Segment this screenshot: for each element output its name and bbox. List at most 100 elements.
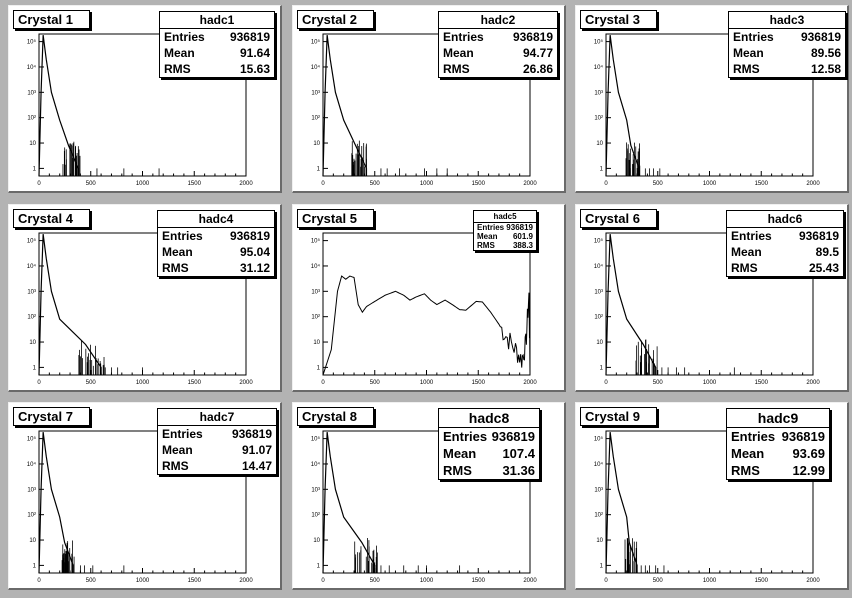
y-tick-label: 10⁵ <box>311 238 321 245</box>
stats-label: Mean <box>731 245 762 259</box>
x-tick-label: 1000 <box>136 181 150 187</box>
stats-row: Mean 91.64 <box>160 45 274 61</box>
y-tick-label: 10³ <box>594 90 603 96</box>
stats-value: 89.5 <box>815 245 839 259</box>
pad-title: Crystal 2 <box>297 10 374 29</box>
stats-value: 936819 <box>506 223 533 232</box>
stats-label: Mean <box>443 446 477 461</box>
histogram-line <box>38 234 102 376</box>
y-tick-label: 10⁵ <box>594 39 604 46</box>
y-tick-label: 1 <box>33 365 37 371</box>
stats-value: 12.99 <box>792 463 825 478</box>
stats-row: Mean 107.4 <box>439 445 539 462</box>
histogram-pad[interactable]: 0 500 1000 1500 2000 1 10 10² 10³ 10⁴ 10⁵ Crystal 4… <box>8 204 282 392</box>
x-tick-label: 1000 <box>136 380 150 386</box>
stats-label: Mean <box>477 232 498 241</box>
stats-histogram-name: hadc9 <box>727 409 829 428</box>
stats-value: 936819 <box>800 30 841 44</box>
y-tick-label: 10³ <box>27 487 36 493</box>
histogram-plot: 0 500 1000 1500 2000 1 10 10² 10³ 10⁴ 10⁵ <box>594 33 820 187</box>
y-tick-label: 10⁵ <box>27 436 37 443</box>
plot-frame <box>322 232 531 376</box>
stats-row: Mean 91.07 <box>158 442 276 458</box>
histogram-pad[interactable]: 0 500 1000 1500 2000 1 10 10² 10³ 10⁴ 10⁵ Crystal 5… <box>292 204 566 392</box>
stats-row: RMS 14.47 <box>158 458 276 474</box>
x-tick-label: 500 <box>86 578 97 584</box>
x-tick-label: 1500 <box>755 380 769 386</box>
x-tick-label: 0 <box>37 380 41 386</box>
histogram-pad[interactable]: 0 500 1000 1500 2000 1 10 10² 10³ 10⁴ 10⁵ Crystal 1… <box>8 5 282 193</box>
stats-row: Entries 936819 <box>160 29 274 45</box>
stats-value: 12.58 <box>810 62 841 76</box>
y-tick-label: 1 <box>317 166 321 172</box>
stats-value: 936819 <box>231 427 272 441</box>
histogram-plot: 0 500 1000 1500 2000 1 10 10² 10³ 10⁴ 10⁵ <box>594 430 820 584</box>
histogram-pad[interactable]: 0 500 1000 1500 2000 1 10 10² 10³ 10⁴ 10⁵ Crystal 9… <box>575 402 849 590</box>
y-tick-label: 10 <box>29 340 36 346</box>
histogram-plot: 0 500 1000 1500 2000 1 10 10² 10³ 10⁴ 10⁵ <box>311 33 537 187</box>
y-tick-label: 10² <box>27 513 36 519</box>
y-tick-label: 10³ <box>594 487 603 493</box>
stats-label: Entries <box>731 229 772 243</box>
histogram-pad[interactable]: 0 500 1000 1500 2000 1 10 10² 10³ 10⁴ 10⁵ Crystal 7… <box>8 402 282 590</box>
x-tick-label: 1000 <box>136 578 150 584</box>
stats-box: hadc6 Entries 936819 Mean 89.5 RMS 25.43 <box>726 210 844 277</box>
x-tick-label: 500 <box>86 181 97 187</box>
x-tick-label: 2000 <box>523 578 537 584</box>
histogram-plot: 0 500 1000 1500 2000 1 10 10² 10³ 10⁴ 10⁵ <box>27 430 253 584</box>
x-tick-label: 0 <box>321 578 325 584</box>
x-tick-label: 2000 <box>806 578 820 584</box>
stats-label: Mean <box>443 46 474 60</box>
y-tick-label: 10 <box>596 538 603 544</box>
histogram-pad[interactable]: 0 500 1000 1500 2000 1 10 10² 10³ 10⁴ 10⁵ Crystal 2… <box>292 5 566 193</box>
y-tick-label: 10³ <box>27 289 36 295</box>
stats-row: RMS 26.86 <box>439 61 557 77</box>
y-tick-label: 10³ <box>311 289 320 295</box>
stats-label: Mean <box>733 46 764 60</box>
stats-value: 25.43 <box>808 261 839 275</box>
y-tick-label: 10⁵ <box>27 39 37 46</box>
stats-row: Mean 601.9 <box>474 232 536 241</box>
x-tick-label: 500 <box>653 578 664 584</box>
y-tick-label: 1 <box>600 365 604 371</box>
y-tick-label: 10⁵ <box>311 436 321 443</box>
y-tick-label: 10 <box>29 141 36 147</box>
x-tick-label: 2000 <box>806 181 820 187</box>
y-tick-label: 10⁴ <box>27 64 37 71</box>
y-tick-label: 10⁵ <box>594 238 604 245</box>
stats-row: Entries 936819 <box>439 29 557 45</box>
x-tick-label: 1000 <box>420 578 434 584</box>
y-tick-label: 1 <box>33 563 37 569</box>
y-tick-label: 10⁴ <box>311 64 321 71</box>
x-tick-label: 2000 <box>239 380 253 386</box>
stats-label: RMS <box>443 463 472 478</box>
x-tick-label: 500 <box>370 181 381 187</box>
histogram-pad[interactable]: 0 500 1000 1500 2000 1 10 10² 10³ 10⁴ 10⁵ Crystal 8… <box>292 402 566 590</box>
stats-row: Entries 936819 <box>727 428 829 445</box>
stats-row: RMS 12.58 <box>729 61 845 77</box>
stats-label: Entries <box>443 429 488 444</box>
stats-row: Mean 95.04 <box>158 244 274 260</box>
stats-label: Mean <box>162 245 193 259</box>
histogram-pad[interactable]: 0 500 1000 1500 2000 1 10 10² 10³ 10⁴ 10⁵ Crystal 6… <box>575 204 849 392</box>
y-tick-label: 10⁴ <box>27 263 37 270</box>
x-tick-label: 0 <box>37 181 41 187</box>
stats-row: Entries 936819 <box>729 29 845 45</box>
histogram-pad[interactable]: 0 500 1000 1500 2000 1 10 10² 10³ 10⁴ 10⁵ Crystal 3… <box>575 5 849 193</box>
x-tick-label: 500 <box>370 578 381 584</box>
stats-label: RMS <box>162 261 189 275</box>
y-tick-label: 10² <box>27 116 36 122</box>
histogram-plot: 0 500 1000 1500 2000 1 10 10² 10³ 10⁴ 10⁵ <box>311 430 537 584</box>
y-tick-label: 10² <box>594 315 603 321</box>
pad-title: Crystal 3 <box>580 10 657 29</box>
x-tick-label: 1000 <box>420 181 434 187</box>
x-tick-label: 500 <box>653 380 664 386</box>
stats-label: RMS <box>731 463 760 478</box>
histogram-line <box>322 35 368 177</box>
stats-label: Entries <box>733 30 774 44</box>
stats-value: 14.47 <box>241 459 272 473</box>
y-tick-label: 10² <box>594 513 603 519</box>
stats-row: RMS 25.43 <box>727 260 843 276</box>
y-tick-label: 10⁴ <box>594 461 604 468</box>
stats-label: Entries <box>477 223 505 232</box>
